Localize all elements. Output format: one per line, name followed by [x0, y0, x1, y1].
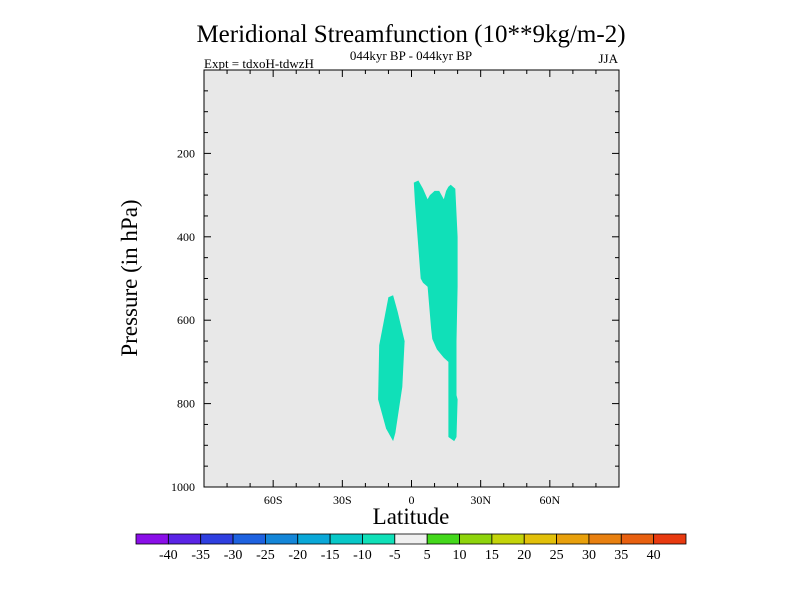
colorbar-label: -20 — [288, 548, 307, 563]
x-tick-label: 30S — [333, 493, 352, 507]
colorbar-label: 15 — [485, 548, 499, 563]
y-tick-label: 1000 — [171, 480, 195, 494]
chart-subtitle-right: JJA — [598, 51, 618, 66]
x-axis-ticks: 60S 30S 0 30N 60N — [203, 70, 620, 507]
colorbar-label: -10 — [353, 548, 372, 563]
x-tick-label: 60N — [539, 493, 560, 507]
colorbar-box — [620, 533, 655, 545]
colorbar-box — [653, 533, 687, 545]
colorbar-label: 25 — [550, 548, 564, 563]
x-axis-label: Latitude — [373, 504, 450, 529]
y-axis-label: Pressure (in hPa) — [117, 199, 142, 356]
colorbar-box — [297, 533, 331, 545]
colorbar-box — [459, 533, 493, 545]
colorbar-label: 35 — [614, 548, 628, 563]
colorbar-box — [394, 533, 428, 545]
colorbar-box — [232, 533, 266, 545]
colorbar-label: 5 — [424, 548, 431, 563]
chart-subtitle-left: Expt = tdxoH-tdwzH — [204, 56, 314, 71]
y-tick-label: 600 — [177, 313, 195, 327]
colorbar-box — [329, 533, 363, 545]
y-tick-label: 400 — [177, 230, 195, 244]
colorbar-box — [556, 533, 590, 545]
x-tick-label: 60S — [264, 493, 283, 507]
colorbar-box — [588, 533, 622, 545]
colorbar-box — [426, 533, 460, 545]
colorbar-label: 30 — [582, 548, 596, 563]
colorbar-box — [135, 533, 169, 545]
colorbar-label: -15 — [321, 548, 340, 563]
colorbar-label: 20 — [517, 548, 531, 563]
contour-region-2 — [413, 180, 458, 442]
colorbar-box — [200, 533, 234, 545]
chart-title: Meridional Streamfunction (10**9kg/m-2) — [196, 21, 625, 48]
y-axis-ticks: 200 400 600 800 1000 — [171, 69, 619, 494]
colorbar-box — [362, 533, 396, 545]
plot-area — [203, 69, 620, 488]
colorbar-box — [265, 533, 299, 545]
colorbar: -40 -35 -30 -25 -20 -15 -10 -5 5 10 15 20 25 30 35 40 — [135, 533, 687, 563]
y-tick-label: 200 — [177, 146, 195, 160]
colorbar-label: 10 — [453, 548, 467, 563]
contour-regions — [378, 180, 458, 442]
colorbar-box — [167, 533, 202, 545]
colorbar-label: -40 — [159, 548, 178, 563]
x-tick-label: 30N — [470, 493, 491, 507]
colorbar-box — [523, 533, 557, 545]
contour-region-1 — [378, 295, 405, 442]
colorbar-box — [491, 533, 525, 545]
x-tick-label: 0 — [409, 493, 415, 507]
colorbar-label: -25 — [256, 548, 275, 563]
colorbar-label: -35 — [191, 548, 210, 563]
colorbar-label: 40 — [647, 548, 661, 563]
colorbar-label: -5 — [389, 548, 401, 563]
chart-subtitle-center: 044kyr BP - 044kyr BP — [350, 48, 472, 63]
y-tick-label: 800 — [177, 397, 195, 411]
colorbar-label: -30 — [224, 548, 243, 563]
